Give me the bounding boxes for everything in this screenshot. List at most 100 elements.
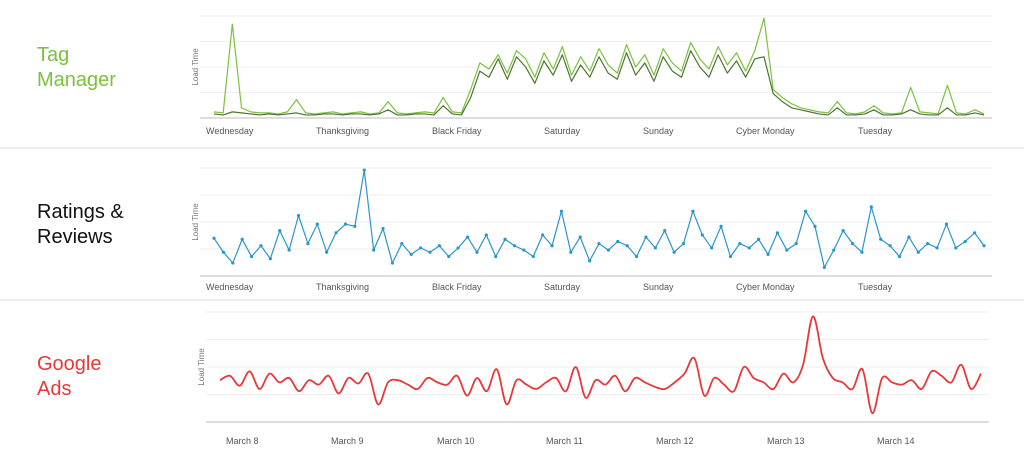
ratings-reviews-data-point xyxy=(663,229,667,233)
ratings-reviews-data-point xyxy=(644,235,648,239)
tag-manager-x-tick-label: Thanksgiving xyxy=(316,126,369,136)
ratings-reviews-data-point xyxy=(381,226,385,231)
tag-manager-x-tick-label: Cyber Monday xyxy=(736,126,795,136)
ratings-reviews-x-tick-label: Thanksgiving xyxy=(316,282,369,292)
ratings-reviews-label-line2: Reviews xyxy=(37,226,113,248)
ratings-reviews-data-point xyxy=(231,261,235,265)
tag-manager-x-tick-label: Sunday xyxy=(643,126,674,136)
ratings-reviews-data-point xyxy=(372,248,376,252)
ratings-reviews-data-point xyxy=(803,209,808,213)
tag-manager-x-tick-label: Saturday xyxy=(544,126,581,136)
ratings-reviews-data-point xyxy=(813,224,817,228)
ratings-reviews-data-point xyxy=(409,252,413,256)
ratings-reviews-data-point xyxy=(747,246,751,250)
ratings-reviews-data-point xyxy=(794,242,798,246)
ratings-reviews-data-point xyxy=(869,205,873,209)
ratings-reviews-data-point xyxy=(710,246,714,250)
ratings-reviews-data-point xyxy=(616,239,620,244)
ratings-reviews-data-point xyxy=(465,235,470,239)
tag-manager-y-axis-label: Load Time xyxy=(191,48,200,86)
ratings-reviews-data-point xyxy=(672,250,676,254)
ratings-reviews-data-point xyxy=(860,250,864,254)
ratings-reviews-data-point xyxy=(456,246,460,250)
ratings-reviews-data-point xyxy=(522,248,526,252)
ratings-reviews-data-point xyxy=(597,242,601,246)
ratings-reviews-data-point xyxy=(982,244,986,248)
ratings-reviews-data-point xyxy=(841,229,845,233)
ratings-reviews-data-point xyxy=(973,231,977,235)
ratings-reviews-data-point xyxy=(484,233,488,237)
tag-manager-label-line1: Tag xyxy=(37,44,70,66)
ratings-reviews-data-point xyxy=(503,237,507,241)
ratings-reviews-data-point xyxy=(287,248,291,252)
ratings-reviews-data-point xyxy=(832,248,836,252)
google-ads-x-tick-label: March 8 xyxy=(226,436,259,446)
ratings-reviews-x-tick-label: Wednesday xyxy=(206,282,254,292)
ratings-reviews-data-point xyxy=(916,250,920,254)
ratings-reviews-data-point xyxy=(550,244,554,248)
ratings-reviews-data-point xyxy=(719,224,723,228)
tag-manager-series-line-load-time-light xyxy=(213,17,985,115)
ratings-reviews-data-point xyxy=(212,236,216,240)
ratings-reviews-data-point xyxy=(343,222,348,226)
ratings-reviews-data-point xyxy=(728,254,733,259)
ratings-reviews-data-point xyxy=(954,246,958,250)
ratings-reviews-data-point xyxy=(691,209,695,213)
tag-manager-label: Tag Manager xyxy=(37,43,116,93)
ratings-reviews-data-point xyxy=(315,222,319,226)
ratings-reviews-data-point xyxy=(681,242,686,246)
ratings-reviews-x-tick-label: Tuesday xyxy=(858,282,893,292)
ratings-reviews-data-point xyxy=(700,233,704,237)
ratings-reviews-data-point xyxy=(475,250,479,254)
tag-manager-x-tick-label: Tuesday xyxy=(858,126,893,136)
ratings-reviews-data-point xyxy=(447,254,451,259)
google-ads-series-line-load-time xyxy=(219,315,982,415)
ratings-reviews-data-point xyxy=(390,261,395,265)
ratings-reviews-data-point xyxy=(221,250,225,254)
ratings-reviews-x-tick-label: Sunday xyxy=(643,282,674,292)
ratings-reviews-x-tick-label: Saturday xyxy=(544,282,581,292)
ratings-reviews-data-point xyxy=(334,231,338,235)
ratings-reviews-data-point xyxy=(325,250,329,254)
ratings-reviews-data-point xyxy=(822,265,826,269)
tag-manager-series-line-load-time-dark xyxy=(213,50,985,116)
google-ads-y-axis-label: Load Time xyxy=(197,348,206,386)
ratings-reviews-data-point xyxy=(531,254,535,259)
tag-manager-x-tick-label: Black Friday xyxy=(432,126,482,136)
ratings-reviews-data-point xyxy=(437,244,441,248)
ratings-reviews-data-point xyxy=(738,242,742,246)
ratings-reviews-data-point xyxy=(268,257,272,261)
ratings-reviews-label: Ratings & Reviews xyxy=(37,200,124,250)
ratings-reviews-data-point xyxy=(259,244,263,248)
ratings-reviews-data-point xyxy=(494,254,498,259)
ratings-reviews-series-line-load-time xyxy=(213,169,985,268)
ratings-reviews-data-point xyxy=(428,250,432,254)
ratings-reviews-data-point xyxy=(296,213,301,218)
ratings-reviews-data-point xyxy=(944,222,949,226)
ratings-reviews-data-point xyxy=(888,244,892,248)
ratings-reviews-data-point xyxy=(634,254,639,259)
ratings-reviews-x-tick-label: Black Friday xyxy=(432,282,482,292)
google-ads-x-tick-label: March 9 xyxy=(331,436,364,446)
ratings-reviews-data-point xyxy=(625,244,629,248)
ratings-reviews-data-point xyxy=(249,254,254,259)
ratings-reviews-data-point xyxy=(775,231,780,235)
ratings-reviews-data-point xyxy=(879,237,883,241)
ratings-reviews-data-point xyxy=(559,209,564,213)
ratings-reviews-data-point xyxy=(362,168,366,172)
ratings-reviews-data-point xyxy=(850,242,855,246)
ratings-reviews-data-point xyxy=(240,237,244,241)
google-ads-label-line2: Ads xyxy=(37,378,72,400)
ratings-reviews-data-point xyxy=(512,244,517,248)
ratings-reviews-data-point xyxy=(606,248,610,252)
google-ads-label: Google Ads xyxy=(37,352,102,402)
ratings-reviews-data-point xyxy=(785,248,789,252)
google-ads-label-line1: Google xyxy=(37,353,102,375)
ratings-reviews-data-point xyxy=(588,259,592,263)
ratings-reviews-data-point xyxy=(418,246,423,250)
ratings-reviews-data-point xyxy=(757,237,761,241)
ratings-reviews-data-point xyxy=(653,246,657,250)
ratings-reviews-data-point xyxy=(541,233,545,237)
tag-manager-x-tick-label: Wednesday xyxy=(206,126,254,136)
